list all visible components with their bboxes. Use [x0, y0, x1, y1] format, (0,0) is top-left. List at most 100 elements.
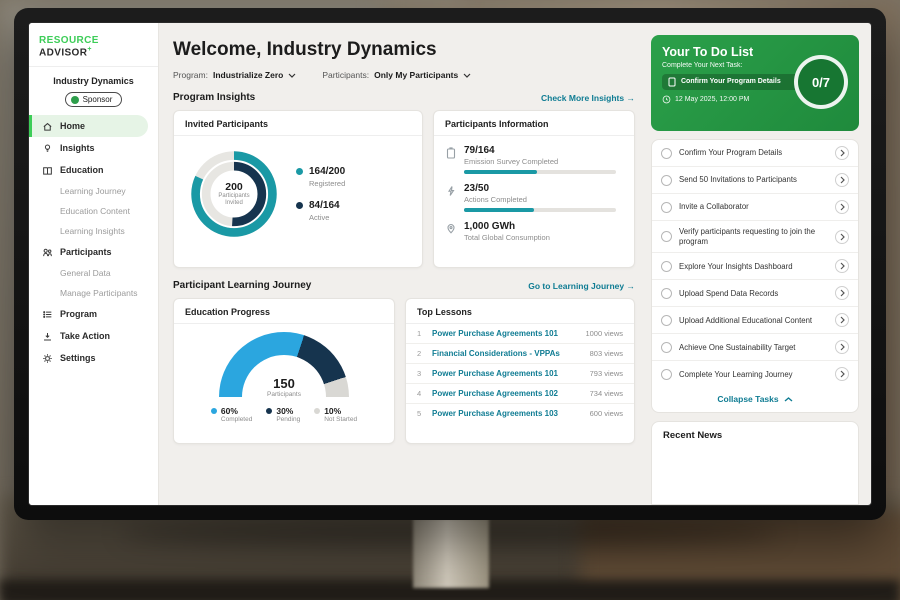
sidebar-item-participants[interactable]: Participants	[29, 241, 158, 263]
consumption-row: 1,000 GWh Total Global Consumption	[446, 221, 622, 242]
sponsor-icon	[70, 95, 79, 104]
donut-legend: 164/200 Registered 84/164 Active	[296, 166, 345, 222]
chevron-right-icon[interactable]	[835, 229, 849, 244]
sidebar-item-label: Settings	[60, 353, 96, 364]
program-filter[interactable]: Program: Industrialize Zero	[173, 70, 296, 80]
chevron-down-icon	[463, 73, 471, 78]
sidebar-item-settings[interactable]: Settings	[29, 347, 158, 369]
task-row-send-invitations[interactable]: Send 50 Invitations to Participants	[652, 167, 858, 194]
sidebar-item-take-action[interactable]: Take Action	[29, 325, 158, 347]
app-window: RESOURCE ADVISOR+ Industry Dynamics Spon…	[28, 22, 872, 506]
legend-dot	[266, 408, 273, 414]
legend-pending: 30% Pending	[266, 406, 300, 423]
sidebar-item-manage-participants[interactable]: Manage Participants	[60, 288, 138, 299]
book-icon	[43, 167, 52, 175]
chevron-right-icon[interactable]	[835, 313, 849, 328]
logo-text-primary: RESOURCE	[39, 35, 99, 46]
task-checkbox[interactable]	[661, 231, 672, 243]
chevron-right-icon[interactable]	[835, 200, 849, 214]
gauge-center-label: Participants	[267, 391, 301, 398]
insights-cards-row: Invited Participants 200 Participants In…	[173, 110, 635, 268]
next-task-pill[interactable]: Confirm Your Program Details	[662, 74, 800, 90]
lesson-row[interactable]: 3 Power Purchase Agreements 101 793 view…	[406, 364, 634, 384]
lesson-link[interactable]: Financial Considerations - VPPAs	[432, 349, 560, 358]
sidebar-item-learning-journey[interactable]: Learning Journey	[60, 186, 126, 197]
collapse-tasks-button[interactable]: Collapse Tasks	[652, 387, 858, 412]
lesson-row[interactable]: 2 Financial Considerations - VPPAs 803 v…	[406, 344, 634, 364]
chevron-right-icon[interactable]	[835, 146, 849, 160]
learning-cards-row: Education Progress 150 Participants	[173, 298, 635, 444]
lesson-link[interactable]: Power Purchase Agreements 101	[432, 329, 558, 338]
people-icon	[43, 248, 52, 257]
task-row-invite-collaborator[interactable]: Invite a Collaborator	[652, 194, 858, 221]
task-row-verify-participants[interactable]: Verify participants requesting to join t…	[652, 221, 858, 254]
gauge-legend: 60% Completed 30% Pending 10%	[210, 406, 357, 423]
todo-title: Your To Do List	[662, 45, 754, 59]
legend-registered: 164/200 Registered	[296, 166, 345, 188]
sidebar-item-general-data[interactable]: General Data	[60, 268, 111, 279]
task-checkbox[interactable]	[661, 368, 672, 380]
task-checkbox[interactable]	[661, 341, 672, 353]
task-row-achieve-target[interactable]: Achieve One Sustainability Target	[652, 334, 858, 362]
sidebar-item-label: Program	[60, 309, 98, 320]
lesson-link[interactable]: Power Purchase Agreements 103	[432, 409, 558, 418]
education-gauge-chart: 150 Participants	[219, 332, 349, 398]
task-checkbox[interactable]	[661, 287, 672, 299]
task-row-complete-learning-journey[interactable]: Complete Your Learning Journey	[652, 361, 858, 387]
task-checkbox[interactable]	[661, 174, 672, 186]
lesson-row[interactable]: 4 Power Purchase Agreements 102 734 view…	[406, 384, 634, 404]
participants-filter-label: Participants:	[322, 70, 370, 80]
legend-dot	[210, 408, 217, 414]
task-row-upload-spend-data[interactable]: Upload Spend Data Records	[652, 280, 858, 308]
legend-active: 84/164 Active	[296, 200, 345, 222]
top-lessons-card: Top Lessons 1 Power Purchase Agreements …	[405, 298, 635, 444]
sponsor-badge[interactable]: Sponsor	[64, 92, 123, 108]
task-checkbox[interactable]	[661, 147, 672, 159]
app-logo: RESOURCE ADVISOR+	[29, 33, 158, 68]
task-due: 12 May 2025, 12:00 PM	[662, 95, 848, 104]
page-title: Welcome, Industry Dynamics	[173, 39, 437, 60]
progress-fill	[464, 208, 534, 212]
gear-icon	[43, 354, 52, 363]
gauge-center-value: 150	[273, 376, 295, 391]
lesson-link[interactable]: Power Purchase Agreements 102	[432, 389, 558, 398]
sidebar-item-program[interactable]: Program	[29, 303, 158, 325]
task-checkbox[interactable]	[661, 201, 672, 213]
check-more-insights-link[interactable]: Check More Insights →	[540, 92, 635, 103]
go-to-learning-journey-link[interactable]: Go to Learning Journey →	[528, 280, 636, 291]
section-title: Program Insights	[173, 92, 256, 103]
card-title: Education Progress	[174, 299, 394, 324]
sidebar-item-insights[interactable]: Insights	[29, 137, 158, 159]
participants-filter-value: Only My Participants	[374, 70, 459, 80]
invited-participants-card: Invited Participants 200 Participants In…	[173, 110, 423, 268]
download-icon	[44, 332, 51, 341]
progress-fill	[464, 170, 537, 174]
chevron-right-icon[interactable]	[835, 286, 849, 301]
participants-filter[interactable]: Participants: Only My Participants	[322, 70, 471, 80]
chevron-right-icon[interactable]	[835, 259, 849, 274]
task-checkbox[interactable]	[661, 260, 672, 272]
sidebar-item-home[interactable]: Home	[29, 115, 148, 138]
chevron-right-icon[interactable]	[835, 340, 849, 355]
lesson-link[interactable]: Power Purchase Agreements 101	[432, 369, 558, 378]
program-filter-value: Industrialize Zero	[212, 70, 284, 80]
task-row-upload-educational-content[interactable]: Upload Additional Educational Content	[652, 307, 858, 335]
arrow-right-icon: →	[626, 280, 636, 291]
chevron-right-icon[interactable]	[835, 173, 849, 187]
task-checkbox[interactable]	[661, 314, 672, 326]
task-row-explore-insights[interactable]: Explore Your Insights Dashboard	[652, 253, 858, 281]
lesson-row[interactable]: 1 Power Purchase Agreements 101 1000 vie…	[406, 324, 634, 344]
sidebar-item-label: Home	[60, 121, 86, 132]
sidebar-item-label: Take Action	[60, 331, 111, 342]
learning-journey-header: Participant Learning Journey Go to Learn…	[173, 280, 635, 291]
list-icon	[43, 310, 52, 318]
lesson-row[interactable]: 5 Power Purchase Agreements 103 600 view…	[417, 409, 623, 418]
task-row-confirm-program[interactable]: Confirm Your Program Details	[652, 140, 858, 167]
sidebar-item-education-content[interactable]: Education Content	[60, 206, 130, 217]
todo-progress-value: 0/7	[811, 74, 831, 90]
sidebar-item-education[interactable]: Education	[29, 159, 158, 181]
chevron-right-icon[interactable]	[835, 367, 849, 382]
main-content: Welcome, Industry Dynamics Program: Indu…	[159, 23, 645, 505]
todo-progress-ring: 0/7	[794, 55, 848, 109]
sidebar-item-learning-insights[interactable]: Learning Insights	[60, 226, 125, 237]
